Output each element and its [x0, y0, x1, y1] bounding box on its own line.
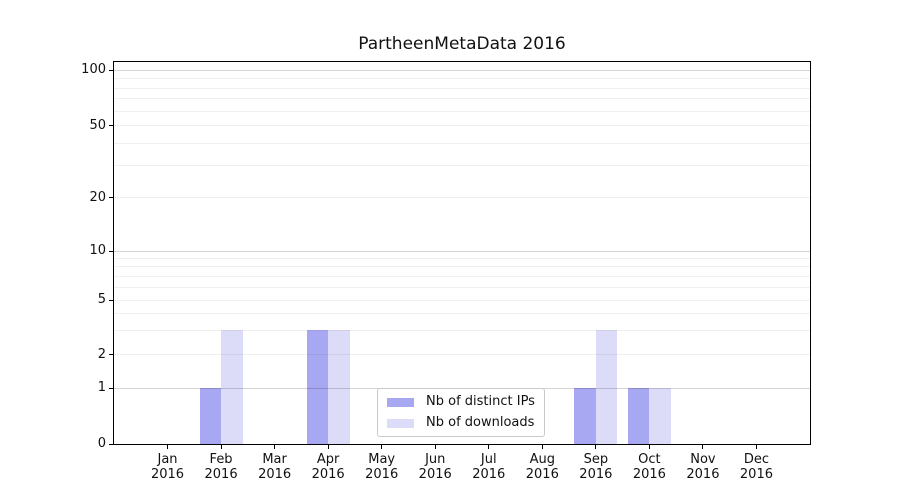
bar-oct-distinct-ips	[627, 388, 650, 444]
y-tick-label: 1	[97, 380, 106, 396]
y-tick-mark	[109, 299, 113, 301]
y-tick-mark	[109, 387, 113, 389]
minor-gridline	[114, 354, 810, 356]
x-tick-label: Feb 2016	[204, 452, 238, 482]
x-tick-label: Jun 2016	[418, 452, 452, 482]
x-tick-mark	[434, 445, 436, 449]
minor-gridline	[114, 110, 810, 112]
legend-item-distinct-ips: Nb of distinct IPs	[387, 394, 535, 410]
minor-gridline	[114, 329, 810, 331]
x-tick-mark	[381, 445, 383, 449]
x-tick-mark	[220, 445, 222, 449]
y-tick-label: 0	[97, 436, 106, 451]
legend-swatch-distinct-ips-icon	[387, 397, 414, 407]
x-tick-label: Oct 2016	[632, 452, 666, 482]
minor-gridline	[114, 257, 810, 259]
y-tick-mark	[109, 354, 113, 356]
minor-gridline	[114, 299, 810, 301]
x-tick-mark	[702, 445, 704, 449]
x-tick-label: Apr 2016	[311, 452, 345, 482]
bar-apr-distinct-ips	[306, 330, 329, 444]
minor-gridline	[114, 197, 810, 199]
x-tick-mark	[167, 445, 169, 449]
minor-gridline	[114, 98, 810, 100]
x-tick-mark	[595, 445, 597, 449]
chart-title: PartheenMetaData 2016	[358, 34, 566, 54]
x-tick-mark	[488, 445, 490, 449]
legend-label-downloads: Nb of downloads	[426, 415, 535, 430]
bar-apr-downloads	[328, 330, 350, 444]
x-tick-mark	[755, 445, 757, 449]
y-tick-label: 10	[89, 243, 106, 258]
x-tick-label: Mar 2016	[258, 452, 292, 482]
bar-sep-downloads	[595, 330, 618, 444]
minor-gridline	[114, 165, 810, 167]
y-tick-mark	[109, 197, 113, 199]
bar-oct-downloads	[649, 388, 671, 444]
x-tick-mark	[327, 445, 329, 449]
x-tick-label: Dec 2016	[739, 452, 773, 482]
y-tick-label: 100	[81, 62, 106, 78]
y-tick-label: 20	[89, 189, 106, 205]
minor-gridline	[114, 142, 810, 144]
minor-gridline	[114, 125, 810, 127]
legend: Nb of distinct IPs Nb of downloads	[377, 388, 545, 437]
y-tick-label: 50	[89, 117, 106, 133]
minor-gridline	[114, 87, 810, 89]
legend-swatch-downloads-icon	[387, 418, 414, 428]
x-tick-mark	[274, 445, 276, 449]
x-tick-label: Jan 2016	[150, 452, 185, 482]
major-gridline	[114, 69, 810, 71]
x-tick-label: Jul 2016	[472, 452, 506, 482]
y-tick-label: 5	[97, 292, 106, 307]
minor-gridline	[114, 266, 810, 268]
bar-feb-distinct-ips	[199, 388, 222, 444]
bar-feb-downloads	[221, 330, 243, 444]
minor-gridline	[114, 286, 810, 288]
minor-gridline	[114, 275, 810, 277]
y-tick-mark	[109, 250, 113, 252]
y-tick-label: 2	[97, 346, 106, 362]
minor-gridline	[114, 78, 810, 80]
legend-label-distinct-ips: Nb of distinct IPs	[426, 394, 535, 409]
x-tick-label: Sep 2016	[579, 452, 613, 482]
y-tick-mark	[109, 125, 113, 127]
x-tick-mark	[648, 445, 650, 449]
bar-sep-distinct-ips	[574, 388, 596, 444]
legend-item-downloads: Nb of downloads	[387, 415, 535, 431]
y-tick-mark	[109, 443, 113, 445]
x-tick-label: May 2016	[365, 452, 399, 482]
major-gridline	[114, 250, 810, 252]
x-tick-label: Aug 2016	[525, 452, 559, 482]
x-tick-mark	[541, 445, 543, 449]
x-tick-label: Nov 2016	[686, 452, 720, 482]
minor-gridline	[114, 312, 810, 314]
y-tick-mark	[109, 69, 113, 71]
